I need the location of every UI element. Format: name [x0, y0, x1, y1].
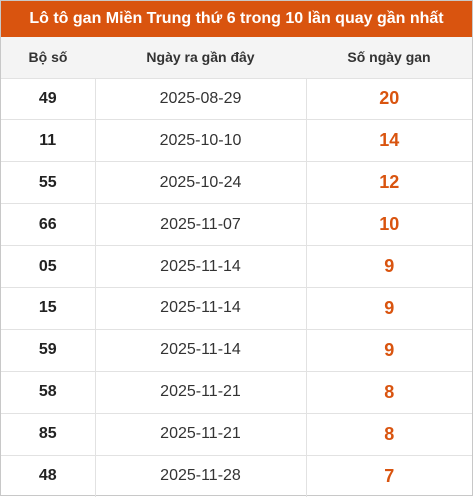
table-row: 11 2025-10-10 14	[1, 119, 472, 162]
row-date: 2025-11-14	[95, 329, 307, 372]
table-title: Lô tô gan Miền Trung thứ 6 trong 10 lần …	[1, 1, 472, 37]
column-header-number: Bộ số	[28, 49, 68, 66]
row-days: 12	[379, 172, 400, 193]
table-row: 49 2025-08-29 20	[1, 78, 472, 120]
row-date: 2025-11-21	[95, 371, 307, 414]
row-days: 8	[384, 381, 395, 402]
table-row: 85 2025-11-21 8	[1, 413, 472, 456]
row-number: 48	[1, 455, 96, 497]
row-date: 2025-11-21	[95, 413, 307, 456]
row-number: 11	[1, 119, 96, 162]
table-row: 58 2025-11-21 8	[1, 371, 472, 414]
row-date: 2025-11-14	[95, 287, 307, 330]
table-row: 05 2025-11-14 9	[1, 245, 472, 288]
row-date: 2025-10-10	[95, 119, 307, 162]
row-number: 58	[1, 371, 96, 414]
row-days: 10	[379, 214, 400, 235]
column-header-days: Số ngày gan	[347, 49, 431, 66]
row-date: 2025-08-29	[95, 78, 307, 120]
table-row: 59 2025-11-14 9	[1, 329, 472, 372]
row-date: 2025-11-14	[95, 245, 307, 288]
gan-table: Bộ số Ngày ra gần đây Số ngày gan 49 202…	[1, 37, 472, 497]
row-days: 9	[384, 297, 395, 318]
row-date: 2025-10-24	[95, 161, 307, 204]
row-days: 14	[379, 130, 400, 151]
table-row: 55 2025-10-24 12	[1, 161, 472, 204]
row-days: 8	[384, 423, 395, 444]
row-number: 85	[1, 413, 96, 456]
row-number: 49	[1, 78, 96, 120]
row-number: 55	[1, 161, 96, 204]
table-header-row: Bộ số Ngày ra gần đây Số ngày gan	[1, 37, 472, 78]
row-number: 15	[1, 287, 96, 330]
row-days: 9	[384, 256, 395, 276]
row-number: 59	[1, 329, 96, 372]
row-number: 05	[1, 245, 96, 288]
table-row: 48 2025-11-28 7	[1, 455, 472, 497]
table-row: 66 2025-11-07 10	[1, 203, 472, 246]
row-number: 66	[1, 203, 96, 246]
row-days: 7	[384, 465, 395, 486]
row-date: 2025-11-28	[95, 455, 307, 497]
column-header-date: Ngày ra gần đây	[146, 49, 255, 66]
row-days: 9	[384, 339, 395, 360]
row-days: 20	[379, 88, 400, 109]
table-row: 15 2025-11-14 9	[1, 287, 472, 330]
row-date: 2025-11-07	[95, 203, 307, 246]
